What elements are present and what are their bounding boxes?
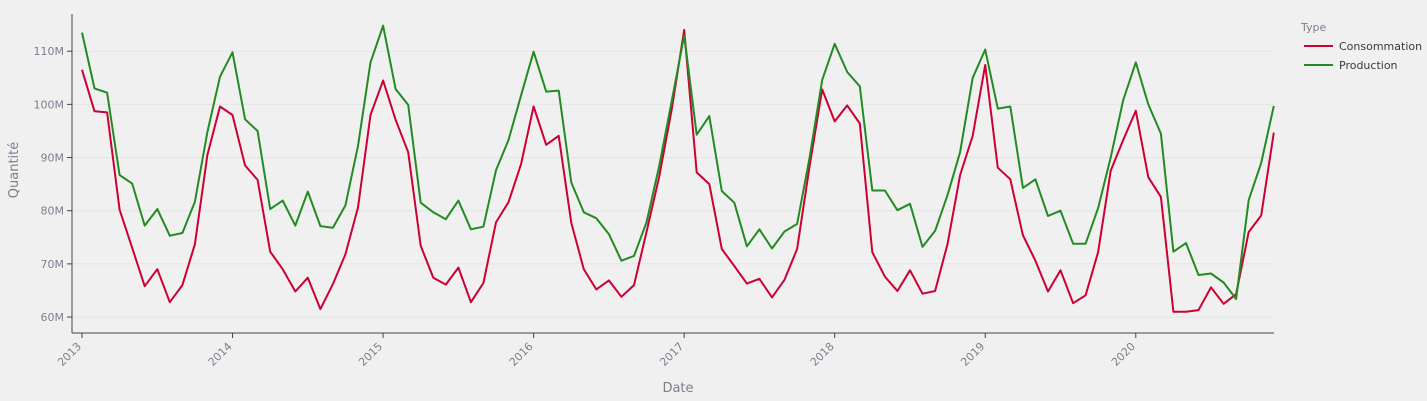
y-tick-label: 110M xyxy=(34,45,65,58)
legend-label-production[interactable]: Production xyxy=(1339,59,1398,72)
y-axis-ticks: 60M 70M 80M 90M 100M 110M xyxy=(34,45,72,324)
x-tick-label: 2017 xyxy=(657,340,686,369)
series-lines[interactable] xyxy=(81,24,1275,313)
series-line-production[interactable] xyxy=(81,24,1275,300)
x-tick-label: 2013 xyxy=(55,340,84,369)
x-axis-ticks: 2013 2014 2015 2016 2017 2018 2019 2020 xyxy=(55,333,1138,369)
x-tick-label: 2018 xyxy=(808,340,837,369)
x-axis-title: Date xyxy=(662,381,693,396)
y-tick-label: 80M xyxy=(41,205,65,218)
y-tick-label: 90M xyxy=(41,152,65,165)
x-tick-label: 2014 xyxy=(206,340,235,369)
x-tick-label: 2020 xyxy=(1109,340,1138,369)
x-tick-label: 2016 xyxy=(507,340,536,369)
y-tick-label: 70M xyxy=(41,258,65,271)
y-tick-label: 60M xyxy=(41,311,65,324)
y-axis-title: Quantité xyxy=(7,142,22,198)
legend-title: Type xyxy=(1300,21,1326,34)
x-tick-label: 2015 xyxy=(356,340,385,369)
legend-label-consommation[interactable]: Consommation xyxy=(1339,40,1422,53)
x-tick-label: 2019 xyxy=(958,340,987,369)
legend[interactable]: Type Consommation Production xyxy=(1300,21,1422,72)
y-tick-label: 100M xyxy=(34,98,65,111)
axes xyxy=(71,14,1274,334)
